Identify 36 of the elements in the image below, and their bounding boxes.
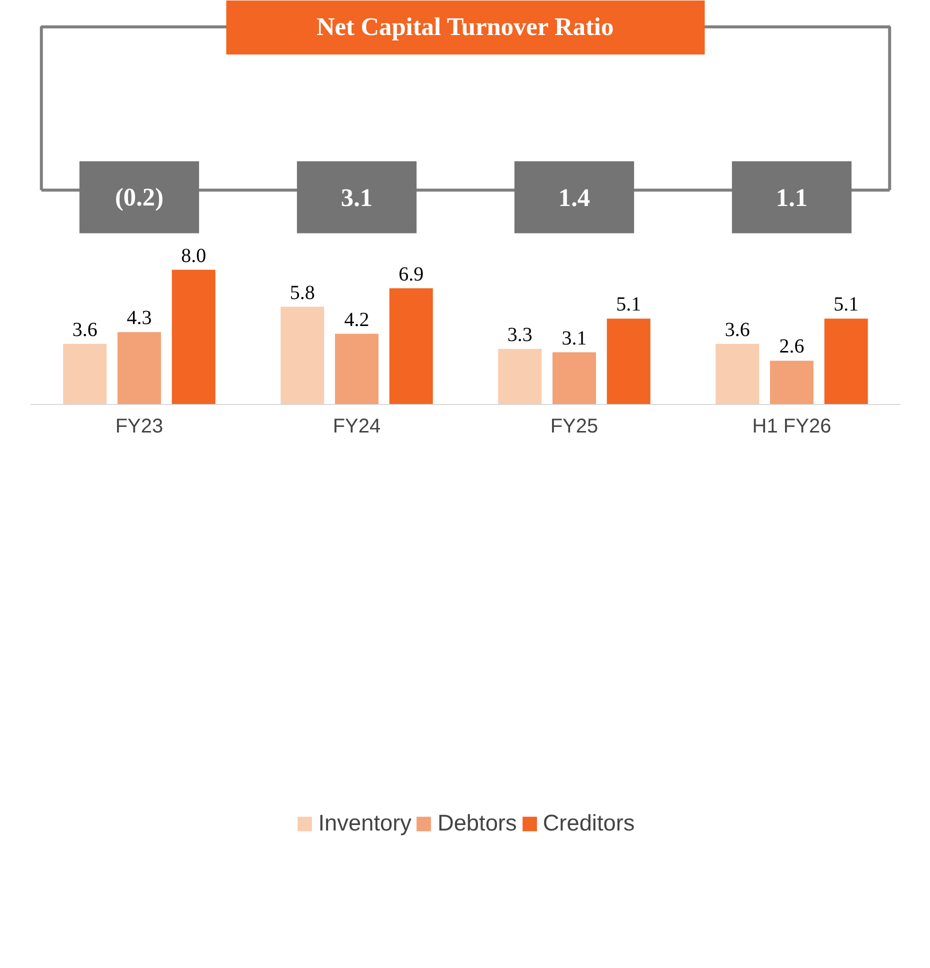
data-label: 4.3 xyxy=(126,307,152,330)
data-label: 4.2 xyxy=(344,308,370,331)
data-label: 3.6 xyxy=(724,318,750,341)
data-label: 3.1 xyxy=(562,327,587,350)
bar xyxy=(118,332,161,404)
x-tick-label: FY25 xyxy=(550,416,598,438)
bar xyxy=(63,344,107,404)
x-tick-label: FY24 xyxy=(332,416,381,438)
text: (0.2) xyxy=(114,183,164,212)
x-tick-label: FY23 xyxy=(115,416,164,438)
text: 1.1 xyxy=(776,184,808,212)
data-label: 6.9 xyxy=(398,263,424,286)
legend-label: Creditors xyxy=(542,810,635,837)
legend-label: Debtors xyxy=(437,810,517,837)
data-label: 2.6 xyxy=(779,336,804,358)
bar xyxy=(716,344,760,404)
x-tick-label: H1 FY26 xyxy=(752,416,832,438)
bar xyxy=(389,288,433,404)
bar xyxy=(824,318,868,404)
bar xyxy=(770,360,814,404)
legend-label: Inventory xyxy=(318,810,412,837)
data-label: 5.8 xyxy=(290,282,315,304)
data-label: 3.6 xyxy=(72,318,98,341)
bar xyxy=(172,270,216,404)
data-label: 3.3 xyxy=(507,324,532,346)
text: 3.1 xyxy=(340,184,373,212)
text: 1.4 xyxy=(558,184,590,212)
bar xyxy=(280,306,324,404)
bar xyxy=(498,348,542,404)
data-label: 5.1 xyxy=(616,294,642,316)
data-label: 5.1 xyxy=(834,294,859,316)
bar xyxy=(552,352,596,404)
bar xyxy=(335,334,378,404)
bar xyxy=(606,318,650,404)
chart-title: Net Capital Turnover Ratio xyxy=(316,12,614,41)
data-label: 8.0 xyxy=(181,244,206,267)
